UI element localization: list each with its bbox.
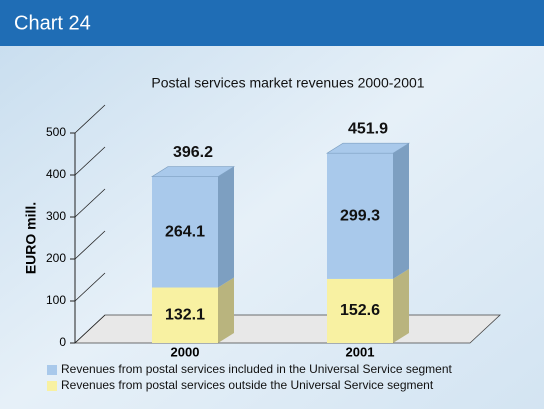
- header: Chart 24: [14, 12, 91, 34]
- y-tick-depth: [74, 146, 106, 176]
- legend-label: Revenues from postal services included i…: [61, 362, 453, 376]
- legend-swatch: [47, 381, 57, 391]
- y-tick-depth: [74, 230, 106, 260]
- data-label: 299.3: [340, 207, 380, 224]
- bar-side: [393, 143, 409, 279]
- data-label: 152.6: [340, 302, 380, 319]
- y-tick-depth: [74, 314, 106, 344]
- data-label: 264.1: [165, 223, 205, 240]
- legend-swatch: [47, 365, 57, 375]
- bar-side: [393, 268, 409, 343]
- y-tick-label: 300: [46, 209, 66, 223]
- total-label: 451.9: [348, 120, 388, 137]
- bar-top: [150, 166, 236, 177]
- bar: [152, 287, 218, 343]
- legend-label: Revenues from postal services outside th…: [61, 378, 434, 392]
- bar: [327, 153, 393, 279]
- total-label: 396.2: [173, 144, 213, 161]
- y-tick-depth: [74, 272, 106, 302]
- y-tick-label: 400: [46, 167, 66, 181]
- bar: [152, 176, 218, 288]
- y-tick-label: 0: [59, 335, 66, 349]
- bar-side: [218, 166, 234, 288]
- y-tick-depth: [74, 104, 106, 134]
- bar-side: [218, 277, 234, 343]
- x-tick-label: 2001: [346, 344, 375, 359]
- y-tick-label: 500: [46, 125, 66, 139]
- header-band: [0, 0, 544, 46]
- x-tick-label: 2000: [171, 344, 200, 359]
- bar: [327, 278, 393, 343]
- y-axis-label: EURO mill.: [23, 202, 39, 274]
- y-tick-depth: [74, 188, 106, 218]
- chart-title: Postal services market revenues 2000-200…: [151, 75, 424, 91]
- y-tick-label: 100: [46, 293, 66, 307]
- y-tick-label: 200: [46, 251, 66, 265]
- data-label: 132.1: [165, 306, 205, 323]
- floor: [73, 314, 502, 344]
- bar-top: [325, 142, 411, 154]
